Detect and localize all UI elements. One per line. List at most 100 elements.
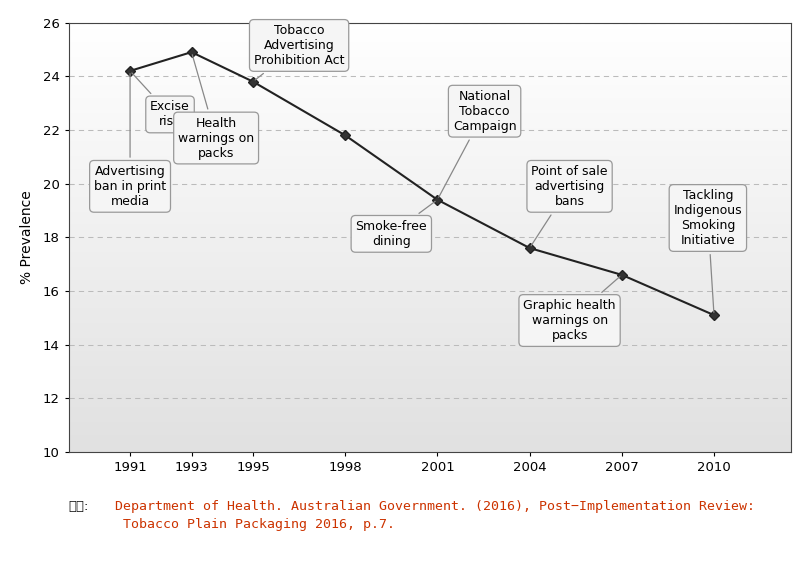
- Bar: [69, 23, 791, 25]
- Bar: [69, 184, 791, 186]
- Bar: [69, 203, 791, 205]
- Bar: [69, 439, 791, 441]
- Bar: [69, 282, 791, 285]
- Text: Smoke-free
dining: Smoke-free dining: [356, 201, 435, 248]
- Bar: [69, 325, 791, 328]
- Bar: [69, 145, 791, 147]
- Bar: [69, 366, 791, 368]
- Bar: [69, 388, 791, 390]
- Bar: [69, 81, 791, 82]
- Bar: [69, 276, 791, 278]
- Bar: [69, 160, 791, 162]
- Bar: [69, 385, 791, 388]
- Bar: [69, 173, 791, 175]
- Bar: [69, 297, 791, 299]
- Bar: [69, 355, 791, 358]
- Bar: [69, 141, 791, 143]
- Bar: [69, 197, 791, 199]
- Bar: [69, 177, 791, 179]
- Bar: [69, 181, 791, 184]
- Bar: [69, 192, 791, 194]
- Bar: [69, 377, 791, 379]
- Bar: [69, 143, 791, 145]
- Bar: [69, 214, 791, 216]
- Bar: [69, 403, 791, 405]
- Bar: [69, 242, 791, 244]
- Bar: [69, 338, 791, 340]
- Bar: [69, 119, 791, 121]
- Bar: [69, 351, 791, 353]
- Bar: [69, 321, 791, 323]
- Bar: [69, 291, 791, 293]
- Bar: [69, 435, 791, 437]
- Bar: [69, 66, 791, 68]
- Bar: [69, 428, 791, 431]
- Bar: [69, 224, 791, 227]
- Text: Health
warnings on
packs: Health warnings on packs: [178, 55, 254, 159]
- Bar: [69, 347, 791, 349]
- Bar: [69, 68, 791, 70]
- Bar: [69, 274, 791, 276]
- Bar: [69, 38, 791, 40]
- Bar: [69, 76, 791, 79]
- Bar: [69, 190, 791, 192]
- Bar: [69, 345, 791, 347]
- Bar: [69, 299, 791, 302]
- Bar: [69, 44, 791, 46]
- Bar: [69, 29, 791, 31]
- Bar: [69, 360, 791, 362]
- Bar: [69, 40, 791, 42]
- Bar: [69, 444, 791, 446]
- Bar: [69, 132, 791, 134]
- Bar: [69, 50, 791, 53]
- Bar: [69, 205, 791, 207]
- Bar: [69, 329, 791, 332]
- Bar: [69, 128, 791, 130]
- Bar: [69, 85, 791, 87]
- Bar: [69, 308, 791, 310]
- Bar: [69, 267, 791, 270]
- Bar: [69, 89, 791, 92]
- Bar: [69, 381, 791, 383]
- Bar: [69, 93, 791, 95]
- Bar: [69, 233, 791, 235]
- Bar: [69, 168, 791, 171]
- Bar: [69, 211, 791, 214]
- Bar: [69, 164, 791, 167]
- Bar: [69, 227, 791, 229]
- Bar: [69, 63, 791, 66]
- Text: Department of Health. Australian Government. (2016), Post−Implementation Review:: Department of Health. Australian Governm…: [107, 500, 755, 531]
- Bar: [69, 194, 791, 197]
- Bar: [69, 74, 791, 76]
- Bar: [69, 349, 791, 351]
- Bar: [69, 240, 791, 242]
- Bar: [69, 158, 791, 160]
- Bar: [69, 379, 791, 381]
- Bar: [69, 106, 791, 108]
- Bar: [69, 138, 791, 141]
- Bar: [69, 414, 791, 415]
- Bar: [69, 70, 791, 72]
- Bar: [69, 342, 791, 345]
- Bar: [69, 280, 791, 282]
- Bar: [69, 216, 791, 218]
- Bar: [69, 441, 791, 444]
- Bar: [69, 372, 791, 375]
- Bar: [69, 113, 791, 115]
- Bar: [69, 92, 791, 93]
- Bar: [69, 302, 791, 304]
- Bar: [69, 371, 791, 372]
- Text: Graphic health
warnings on
packs: Graphic health warnings on packs: [523, 277, 620, 342]
- Bar: [69, 295, 791, 297]
- Bar: [69, 375, 791, 377]
- Bar: [69, 25, 791, 27]
- Bar: [69, 46, 791, 49]
- Bar: [69, 394, 791, 396]
- Bar: [69, 167, 791, 168]
- Bar: [69, 237, 791, 240]
- Bar: [69, 136, 791, 138]
- Bar: [69, 396, 791, 398]
- Bar: [69, 424, 791, 426]
- Bar: [69, 263, 791, 265]
- Bar: [69, 278, 791, 280]
